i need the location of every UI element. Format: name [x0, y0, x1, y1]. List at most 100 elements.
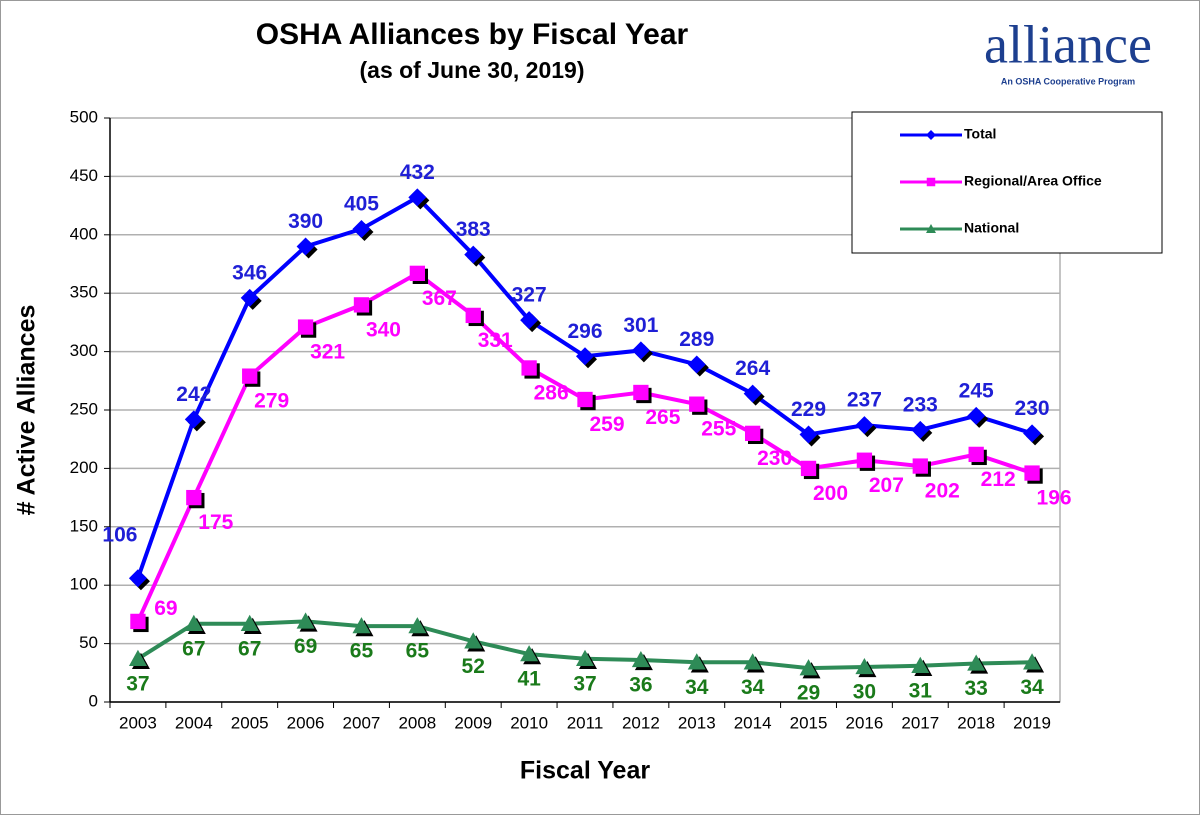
data-point	[520, 311, 539, 330]
x-tick-label: 2013	[678, 713, 716, 732]
x-tick-label: 2008	[398, 713, 436, 732]
data-label: 289	[679, 328, 714, 351]
data-point	[296, 237, 315, 256]
data-point	[186, 489, 202, 506]
x-tick-label: 2012	[622, 713, 660, 732]
x-tick-label: 2015	[790, 713, 828, 732]
x-axis-label: Fiscal Year	[520, 757, 650, 785]
x-tick-label: 2014	[734, 713, 772, 732]
data-label: 279	[254, 390, 289, 413]
data-point	[631, 650, 650, 668]
data-point	[968, 446, 984, 463]
data-label: 383	[456, 218, 491, 241]
data-point	[744, 425, 761, 442]
y-tick-label: 100	[70, 575, 98, 594]
data-point	[912, 458, 928, 474]
data-label: 242	[176, 383, 211, 406]
data-point	[353, 297, 370, 313]
chart-title: OSHA Alliances by Fiscal Year	[256, 18, 689, 51]
data-point	[800, 460, 817, 477]
data-point	[240, 288, 259, 307]
data-label: 255	[701, 418, 736, 441]
y-tick-label: 350	[70, 283, 98, 302]
data-label: 367	[422, 287, 457, 310]
data-point	[576, 347, 594, 366]
data-point	[521, 360, 537, 376]
x-tick-label: 2017	[901, 713, 939, 732]
x-tick-label: 2019	[1013, 713, 1051, 732]
data-label: 41	[517, 668, 541, 691]
data-point	[409, 265, 426, 281]
data-label: 265	[645, 406, 680, 429]
x-tick-label: 2006	[287, 713, 325, 732]
data-label: 259	[589, 413, 624, 436]
data-point	[130, 613, 146, 630]
chart-subtitle: (as of June 30, 2019)	[360, 57, 585, 83]
data-label: 229	[791, 398, 826, 421]
data-label: 30	[853, 681, 876, 704]
data-point	[687, 355, 706, 374]
x-tick-label: 2003	[119, 713, 157, 732]
data-point	[297, 319, 314, 335]
data-point	[743, 653, 762, 670]
data-point	[352, 617, 371, 634]
data-label: 230	[757, 447, 792, 470]
data-label: 202	[925, 480, 960, 503]
data-point	[967, 654, 986, 671]
data-label: 321	[310, 341, 345, 364]
data-point	[184, 410, 203, 429]
y-tick-label: 200	[70, 458, 98, 477]
data-point	[184, 614, 203, 631]
data-label: 200	[813, 482, 848, 505]
data-label: 331	[478, 329, 513, 352]
legend-label: Total	[964, 126, 996, 142]
y-tick-label: 450	[70, 166, 98, 185]
x-tick-label: 2016	[845, 713, 883, 732]
data-point	[576, 649, 594, 666]
data-label: 237	[847, 389, 882, 412]
data-label: 69	[294, 635, 317, 658]
y-tick-label: 0	[89, 691, 98, 710]
data-label: 52	[462, 655, 485, 678]
y-tick-label: 500	[70, 107, 98, 126]
data-label: 33	[964, 677, 987, 700]
data-label: 69	[154, 597, 177, 620]
data-point	[465, 307, 481, 324]
data-label: 230	[1015, 397, 1050, 420]
data-label: 34	[741, 676, 765, 699]
data-label: 106	[102, 524, 137, 547]
logo-tagline: An OSHA Cooperative Program	[1001, 76, 1135, 86]
x-tick-label: 2018	[957, 713, 995, 732]
data-point	[464, 632, 483, 649]
data-label: 37	[573, 672, 596, 695]
data-label: 67	[238, 637, 261, 660]
data-point	[408, 188, 427, 207]
data-point	[911, 420, 930, 439]
legend-label: National	[964, 220, 1019, 236]
x-tick-label: 2004	[175, 713, 213, 732]
data-label: 390	[288, 210, 323, 233]
legend-marker	[926, 177, 936, 187]
data-label: 31	[909, 679, 933, 702]
data-label: 67	[182, 637, 205, 660]
data-point	[296, 612, 315, 629]
data-point	[1023, 653, 1042, 670]
data-label: 340	[366, 318, 401, 341]
data-point	[855, 416, 874, 435]
data-point	[689, 396, 705, 412]
legend-label: Regional/Area Office	[964, 173, 1102, 189]
data-point	[911, 656, 930, 673]
data-label: 327	[512, 284, 547, 307]
data-point	[408, 617, 427, 634]
x-tick-label: 2009	[454, 713, 492, 732]
y-tick-label: 250	[70, 399, 98, 418]
data-label: 432	[400, 161, 435, 184]
y-tick-label: 400	[70, 224, 98, 243]
data-point	[1023, 424, 1042, 443]
legend-marker	[926, 224, 936, 233]
y-tick-label: 50	[79, 633, 98, 652]
data-label: 196	[1037, 487, 1072, 510]
data-label: 301	[623, 314, 658, 337]
data-point	[855, 657, 874, 675]
